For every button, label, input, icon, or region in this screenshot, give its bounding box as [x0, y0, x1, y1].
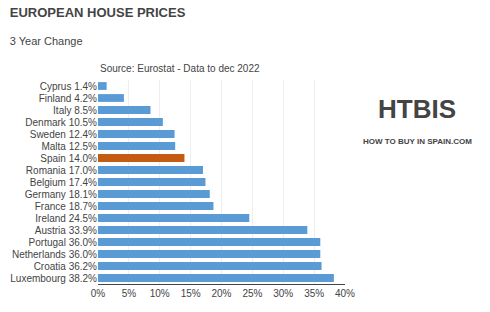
svg-text:15%: 15% [181, 288, 201, 299]
svg-text:Source: Eurostat - Data to dec: Source: Eurostat - Data to dec 2022 [100, 63, 260, 74]
svg-text:Luxembourg 38.2%: Luxembourg 38.2% [10, 273, 97, 284]
svg-text:EUROPEAN HOUSE PRICES: EUROPEAN HOUSE PRICES [10, 5, 186, 20]
svg-text:Austria 33.9%: Austria 33.9% [35, 225, 97, 236]
svg-text:30%: 30% [273, 288, 293, 299]
svg-text:Italy 8.5%: Italy 8.5% [53, 105, 97, 116]
svg-text:HTBIS: HTBIS [378, 94, 456, 124]
svg-text:5%: 5% [122, 288, 137, 299]
svg-text:10%: 10% [150, 288, 170, 299]
svg-text:Netherlands 36.0%: Netherlands 36.0% [12, 249, 97, 260]
svg-text:Portugal 36.0%: Portugal 36.0% [29, 237, 97, 248]
svg-text:Ireland 24.5%: Ireland 24.5% [35, 213, 97, 224]
svg-text:Cyprus 1.4%: Cyprus 1.4% [40, 81, 97, 92]
svg-text:Denmark 10.5%: Denmark 10.5% [25, 117, 97, 128]
svg-text:France 18.7%: France 18.7% [35, 201, 97, 212]
svg-text:Germany 18.1%: Germany 18.1% [25, 189, 97, 200]
svg-text:0%: 0% [91, 288, 106, 299]
svg-text:Malta 12.5%: Malta 12.5% [41, 141, 97, 152]
svg-text:20%: 20% [211, 288, 231, 299]
svg-text:35%: 35% [304, 288, 324, 299]
svg-text:Sweden 12.4%: Sweden 12.4% [30, 129, 97, 140]
svg-text:HOW TO BUY IN SPAIN.COM: HOW TO BUY IN SPAIN.COM [363, 137, 472, 146]
svg-text:Croatia 36.2%: Croatia 36.2% [34, 261, 97, 272]
svg-text:25%: 25% [242, 288, 262, 299]
svg-text:3 Year Change: 3 Year Change [10, 35, 83, 47]
svg-text:Romania 17.0%: Romania 17.0% [26, 165, 97, 176]
svg-text:Spain 14.0%: Spain 14.0% [40, 153, 97, 164]
svg-text:Finland 4.2%: Finland 4.2% [39, 93, 97, 104]
svg-text:40%: 40% [335, 288, 355, 299]
svg-text:Belgium 17.4%: Belgium 17.4% [30, 177, 97, 188]
